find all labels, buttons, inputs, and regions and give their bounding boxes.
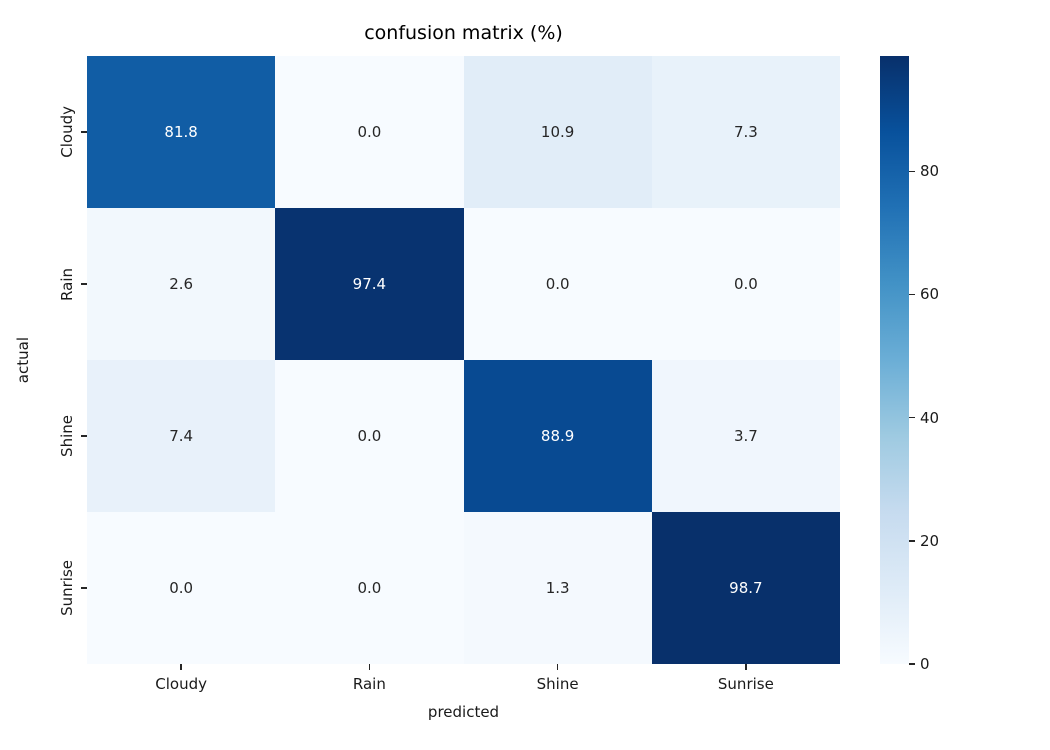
colorbar-tick-label: 0	[920, 655, 930, 673]
y-tick-labels: Cloudy Rain Shine Sunrise	[38, 56, 87, 664]
heatmap-cell-shine-shine: 88.9	[463, 360, 652, 512]
heatmap-cell-shine-cloudy: 7.4	[87, 360, 276, 512]
heatmap-cell-shine-rain: 0.0	[275, 360, 464, 512]
heatmap-cell-cloudy-rain: 0.0	[275, 56, 464, 208]
y-axis-label-wrap: actual	[12, 56, 34, 664]
x-axis-label: predicted	[427, 703, 500, 721]
x-tick-col: Cloudy	[87, 664, 275, 698]
y-axis-label: actual	[14, 336, 32, 384]
colorbar-tick-mark	[909, 293, 915, 296]
x-tick-mark	[368, 664, 371, 670]
x-tick-col: Shine	[464, 664, 652, 698]
colorbar-tick-label: 80	[920, 162, 940, 181]
x-tick-mark	[180, 664, 182, 670]
colorbar-tick-label: 20	[920, 531, 940, 550]
heatmap-cell-sunrise-cloudy: 0.0	[87, 512, 276, 664]
heatmap-cell-sunrise-shine: 1.3	[463, 512, 652, 664]
x-tick-label: Cloudy	[155, 675, 207, 693]
y-tick-row: Rain	[38, 208, 87, 360]
heatmap-cell-sunrise-sunrise: 98.7	[651, 512, 840, 664]
y-tick-mark	[81, 435, 87, 437]
y-tick-row: Sunrise	[38, 512, 87, 664]
y-tick-mark	[81, 587, 87, 589]
y-tick-label: Rain	[58, 267, 76, 301]
colorbar-tick-mark	[909, 663, 915, 665]
heatmap-cell-rain-rain: 97.4	[275, 208, 464, 360]
heatmap-grid: 81.8 0.0 10.9 7.3 2.6 97.4 0.0 0.0 7.4 0.0 88.9 3.7…	[87, 56, 840, 664]
x-tick-label: Sunrise	[717, 675, 774, 693]
chart-title: confusion matrix (%)	[364, 22, 563, 44]
heatmap-cell-cloudy-shine: 10.9	[463, 56, 652, 208]
colorbar-tick: 20	[909, 532, 939, 550]
colorbar-tick-label: 40	[920, 408, 940, 427]
y-tick-row: Shine	[38, 360, 87, 512]
colorbar-tick: 60	[909, 285, 939, 303]
y-tick-label: Sunrise	[58, 560, 76, 616]
x-tick-labels: Cloudy Rain Shine Sunrise	[87, 664, 840, 698]
heatmap-cell-cloudy-cloudy: 81.8	[87, 56, 276, 208]
heatmap-cell-sunrise-rain: 0.0	[275, 512, 464, 664]
x-tick-col: Sunrise	[652, 664, 840, 698]
colorbar-tick: 0	[909, 655, 930, 673]
colorbar-tick-mark	[909, 540, 915, 542]
heatmap-cell-rain-cloudy: 2.6	[87, 208, 276, 360]
x-tick-col: Rain	[275, 664, 463, 698]
colorbar-tick-mark	[909, 170, 915, 172]
heatmap-cell-shine-sunrise: 3.7	[651, 360, 840, 512]
y-tick-mark	[81, 283, 87, 285]
y-tick-row: Cloudy	[38, 56, 87, 208]
heatmap-cell-rain-sunrise: 0.0	[651, 208, 840, 360]
y-tick-label: Cloudy	[58, 106, 76, 158]
x-tick-mark	[745, 664, 747, 670]
heatmap-cell-rain-shine: 0.0	[463, 208, 652, 360]
x-tick-mark	[556, 664, 559, 670]
colorbar-gradient	[880, 56, 909, 664]
colorbar-tick-mark	[909, 416, 915, 419]
x-tick-label: Rain	[352, 675, 386, 693]
y-tick-mark	[81, 131, 87, 133]
x-tick-label: Shine	[536, 675, 579, 693]
y-tick-label: Shine	[58, 415, 76, 457]
colorbar-tick: 80	[909, 162, 939, 180]
colorbar-tick: 40	[909, 409, 939, 427]
heatmap-cell-cloudy-sunrise: 7.3	[651, 56, 840, 208]
colorbar-ticks: 0 20 40 60 80	[909, 56, 969, 673]
colorbar-tick-label: 60	[920, 285, 940, 304]
